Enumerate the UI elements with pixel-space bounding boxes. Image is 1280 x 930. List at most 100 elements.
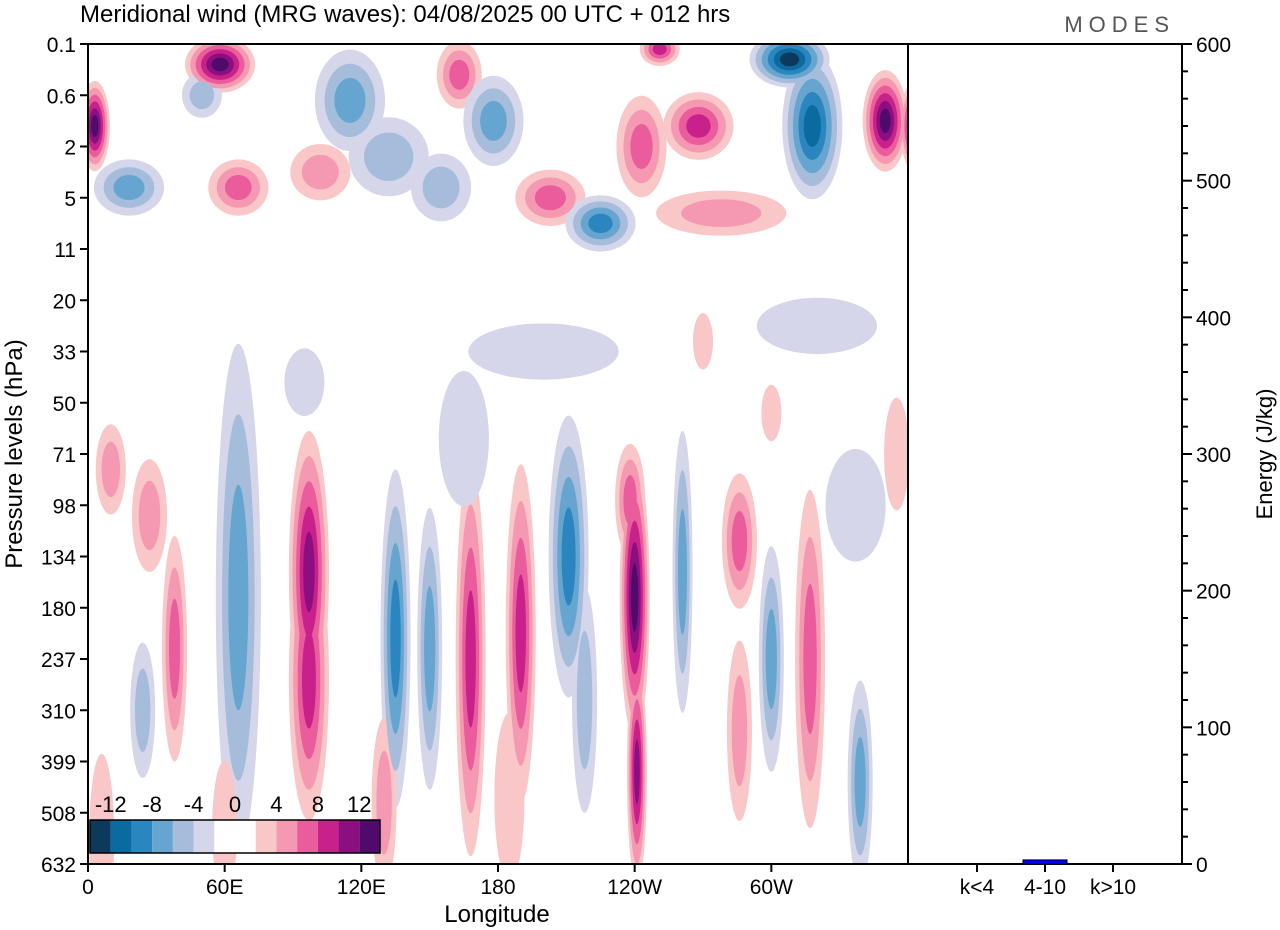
contour-band <box>1263 50 1280 99</box>
contour-band <box>0 31 10 87</box>
contour-band <box>1021 49 1059 80</box>
contour-band <box>1032 58 1049 72</box>
y-tick-label: 237 <box>41 649 76 672</box>
contour-band <box>1122 155 1159 190</box>
category-label: k<4 <box>960 876 995 899</box>
colorbar-swatch <box>90 820 111 853</box>
contour-band <box>916 424 946 514</box>
contour-band <box>1269 60 1280 90</box>
x-tick-label: 0 <box>82 876 94 899</box>
contour-band <box>0 66 17 186</box>
contour-band <box>0 35 4 83</box>
contour-band <box>113 174 145 201</box>
contour-band <box>0 79 12 173</box>
contour-band <box>138 480 161 551</box>
colorbar-label: 8 <box>312 792 324 817</box>
contour-band <box>1135 50 1205 151</box>
contour-band <box>301 630 316 729</box>
contour-band <box>1037 167 1080 208</box>
x-tick-label: 180 <box>480 876 515 899</box>
contour-band <box>879 108 891 134</box>
colorbar-swatch <box>297 820 318 853</box>
energy-frame <box>907 43 1183 865</box>
y-tick-label: 5 <box>64 188 76 211</box>
contour-band <box>634 739 640 804</box>
contour-band <box>1231 154 1280 222</box>
energy-tick-label: 400 <box>1196 307 1231 330</box>
contour-band <box>228 484 249 711</box>
contour-band <box>986 567 1004 730</box>
y-tick-label: 11 <box>54 239 76 262</box>
colorbar-swatch <box>131 820 153 853</box>
contour-band <box>534 185 566 211</box>
x-tick-label: 120W <box>607 876 662 899</box>
contour-band <box>1109 539 1149 821</box>
y-tick-label: 508 <box>41 803 76 826</box>
contour-band <box>1010 81 1035 109</box>
contour-band <box>692 313 714 370</box>
contour-band <box>424 586 436 712</box>
contour-band <box>363 132 414 182</box>
colorbar-swatch <box>172 820 194 853</box>
contour-band <box>0 92 6 160</box>
contour-band <box>0 53 22 200</box>
y-tick-label: 134 <box>41 547 76 570</box>
contour-band <box>756 297 878 355</box>
energy-tick-label: 600 <box>1196 34 1231 57</box>
contour-band <box>1026 53 1054 75</box>
contour-band <box>101 441 121 498</box>
contour-band <box>1244 586 1255 711</box>
contour-band <box>825 448 886 562</box>
energy-tick-label: 0 <box>1196 854 1208 877</box>
contour-band <box>989 599 1000 699</box>
contour-band <box>924 167 975 208</box>
contour-band <box>1237 508 1262 790</box>
contour-band <box>1116 481 1142 662</box>
contour-band <box>955 669 970 752</box>
contour-band <box>60 109 71 134</box>
contour-band <box>1104 348 1144 416</box>
contour-band <box>630 123 653 170</box>
contour-band <box>301 154 339 190</box>
contour-band <box>1048 485 1068 711</box>
contour-band <box>914 159 984 215</box>
contour-band <box>1122 630 1136 728</box>
y-axis-label: Pressure levels (hPa) <box>1 339 28 568</box>
contour-band <box>1112 456 1145 688</box>
contour-band <box>982 536 1007 762</box>
energy-tick-label: 200 <box>1196 581 1231 604</box>
y-tick-label: 33 <box>53 342 76 365</box>
contour-field <box>0 31 1280 864</box>
colorbar-label: -8 <box>142 792 162 817</box>
contour-band <box>134 668 151 752</box>
colorbar-label: 12 <box>347 792 371 817</box>
y-tick-label: 2 <box>64 137 76 160</box>
contour-band <box>1196 750 1211 854</box>
contour-band <box>623 475 637 526</box>
contour-band <box>0 537 1 781</box>
colorbar-swatch <box>359 820 380 853</box>
colorbar: -12 -8 -4 0 4 8 12 <box>89 792 381 854</box>
contour-band <box>1028 159 1088 215</box>
x-tick-label: 60W <box>750 876 793 899</box>
contour-band <box>449 59 470 90</box>
contour-band <box>189 81 215 110</box>
colorbar-label: 4 <box>270 792 282 817</box>
contour-band <box>91 115 99 137</box>
contour-band <box>803 583 817 735</box>
contour-band <box>303 531 315 613</box>
contour-band <box>1036 344 1081 851</box>
colorbar-label: -12 <box>95 792 127 817</box>
contour-band <box>576 630 593 770</box>
contour-band <box>31 709 49 856</box>
contour-band <box>950 643 975 778</box>
contour-band <box>422 166 460 209</box>
contour-band <box>1110 144 1170 200</box>
y-tick-label: 71 <box>53 444 76 467</box>
y-tick-label: 0.6 <box>47 85 76 108</box>
brand-logo: MODES <box>1064 12 1175 37</box>
energy-tick-label: 300 <box>1196 444 1231 467</box>
contour-band <box>1257 41 1280 109</box>
